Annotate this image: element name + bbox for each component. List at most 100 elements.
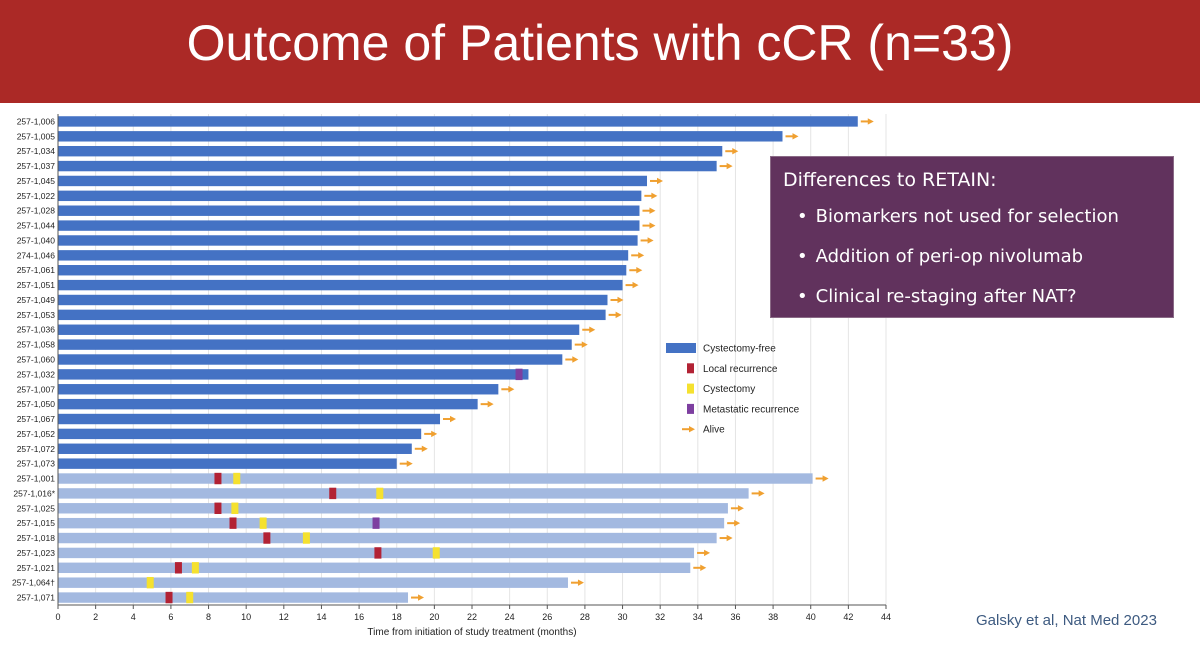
alive-arrow	[574, 341, 588, 348]
alive-arrow	[414, 445, 428, 452]
x-tick-label: 32	[655, 612, 665, 622]
cystectomy-free-bar	[58, 458, 397, 469]
cystectomy-marker	[259, 517, 267, 529]
cystectomy-free-bar	[58, 398, 478, 410]
alive-arrow	[565, 356, 579, 363]
legend-label: Metastatic recurrence	[703, 404, 800, 415]
legend-item-local: Local recurrence	[687, 363, 778, 375]
alive-arrow-head	[649, 222, 656, 229]
slide-title: Outcome of Patients with cCR (n=33)	[186, 15, 1014, 71]
x-tick-label: 28	[580, 612, 590, 622]
alive-arrow	[650, 177, 664, 185]
x-tick-label: 30	[618, 612, 628, 622]
alive-arrow-head	[792, 133, 799, 140]
alive-arrow	[631, 252, 645, 259]
local-marker	[165, 591, 173, 604]
metastatic-marker	[515, 368, 523, 381]
patient-id-label: 257-1,023	[17, 548, 56, 558]
cystectomy-free-bar	[58, 354, 563, 365]
x-tick-label: 6	[168, 612, 173, 622]
patient-id-label: 257-1,032	[17, 369, 56, 379]
patient-row	[58, 368, 529, 381]
patient-row	[58, 591, 425, 604]
patient-row	[58, 547, 711, 559]
cystectomy-free-bar	[58, 205, 640, 216]
cystectomy-free-bar	[58, 250, 629, 261]
patient-id-label: 257-1,058	[17, 340, 56, 350]
alive-arrow-head	[638, 252, 645, 259]
patient-bars	[58, 116, 874, 604]
alive-arrow	[501, 386, 515, 393]
x-tick-label: 14	[316, 612, 326, 622]
patient-row	[58, 190, 658, 202]
legend-swatch	[666, 343, 696, 353]
alive-arrow	[642, 222, 656, 229]
patient-id-label: 257-1,028	[17, 206, 56, 216]
alive-arrow-head	[421, 445, 428, 452]
alive-arrow	[644, 192, 658, 200]
alive-arrow-head	[636, 267, 643, 274]
local-marker	[229, 517, 237, 529]
cystectomy-free-bar	[58, 220, 640, 231]
patient-row	[58, 175, 664, 187]
patient-id-label: 257-1,073	[17, 459, 56, 469]
alive-arrow-head	[737, 505, 744, 512]
cystectomy-free-bar	[58, 428, 422, 440]
patient-row	[58, 309, 622, 321]
patient-id-label: 257-1,025	[17, 503, 56, 513]
patient-id-label: 257-1,044	[17, 221, 56, 231]
cystectomy-free-bar	[58, 309, 606, 321]
patient-row	[58, 294, 624, 306]
alive-arrow	[697, 549, 711, 557]
cystectomy-marker	[186, 591, 194, 604]
alive-arrow	[860, 118, 874, 125]
patient-id-label: 257-1,036	[17, 325, 56, 335]
legend-arrow	[682, 426, 695, 433]
cystectomy-marker	[432, 547, 440, 559]
patient-id-label: 257-1,040	[17, 235, 56, 245]
alive-arrow	[785, 133, 799, 140]
alive-arrow	[640, 237, 654, 244]
x-tick-label: 42	[843, 612, 853, 622]
x-tick-label: 4	[131, 612, 136, 622]
alive-arrow	[480, 400, 494, 408]
patient-id-label: 257-1,034	[17, 146, 56, 156]
patient-row	[58, 398, 494, 410]
patient-id-label: 257-1,018	[17, 533, 56, 543]
legend-label: Local recurrence	[703, 364, 778, 375]
alive-arrow-head	[758, 490, 765, 497]
patient-id-label: 257-1,045	[17, 176, 56, 186]
alive-arrow-head	[726, 534, 733, 542]
alive-arrow	[608, 311, 622, 319]
patient-id-label: 257-1,021	[17, 563, 56, 573]
patient-row	[58, 145, 739, 157]
patient-id-label: 257-1,006	[17, 116, 56, 126]
cystectomy-free-bar	[58, 294, 608, 306]
callout-bullet: Addition of peri-op nivolumab	[797, 247, 1119, 267]
title-banner: Outcome of Patients with cCR (n=33)	[0, 0, 1200, 103]
callout-bullet: Biomarkers not used for selection	[797, 207, 1119, 227]
alive-arrow	[610, 296, 624, 304]
patient-row	[58, 160, 733, 172]
patient-id-label: 257-1,037	[17, 161, 56, 171]
alive-arrow-head	[689, 426, 695, 433]
x-tick-label: 22	[467, 612, 477, 622]
patient-id-label: 257-1,005	[17, 131, 56, 141]
patient-row	[58, 116, 874, 127]
alive-arrow	[719, 162, 733, 170]
patient-row	[58, 517, 741, 529]
callout-bullet-list: Biomarkers not used for selection Additi…	[797, 207, 1119, 327]
legend-label: Alive	[703, 425, 725, 436]
alive-arrow-head	[700, 564, 707, 572]
swimmer-plot: 257-1,006 257-1,005 257-1,034 257-1,037 257-…	[12, 114, 891, 638]
legend-item-cystectomy: Cystectomy	[687, 383, 755, 395]
alive-arrow-head	[572, 356, 579, 363]
x-tick-label: 44	[881, 612, 891, 622]
local-marker	[263, 532, 271, 544]
alive-arrow-head	[577, 579, 584, 586]
patient-row	[58, 205, 656, 216]
alive-arrow-head	[732, 147, 739, 155]
cystectomy-free-bar	[58, 443, 412, 454]
alive-arrow	[629, 267, 643, 274]
x-tick-label: 12	[279, 612, 289, 622]
